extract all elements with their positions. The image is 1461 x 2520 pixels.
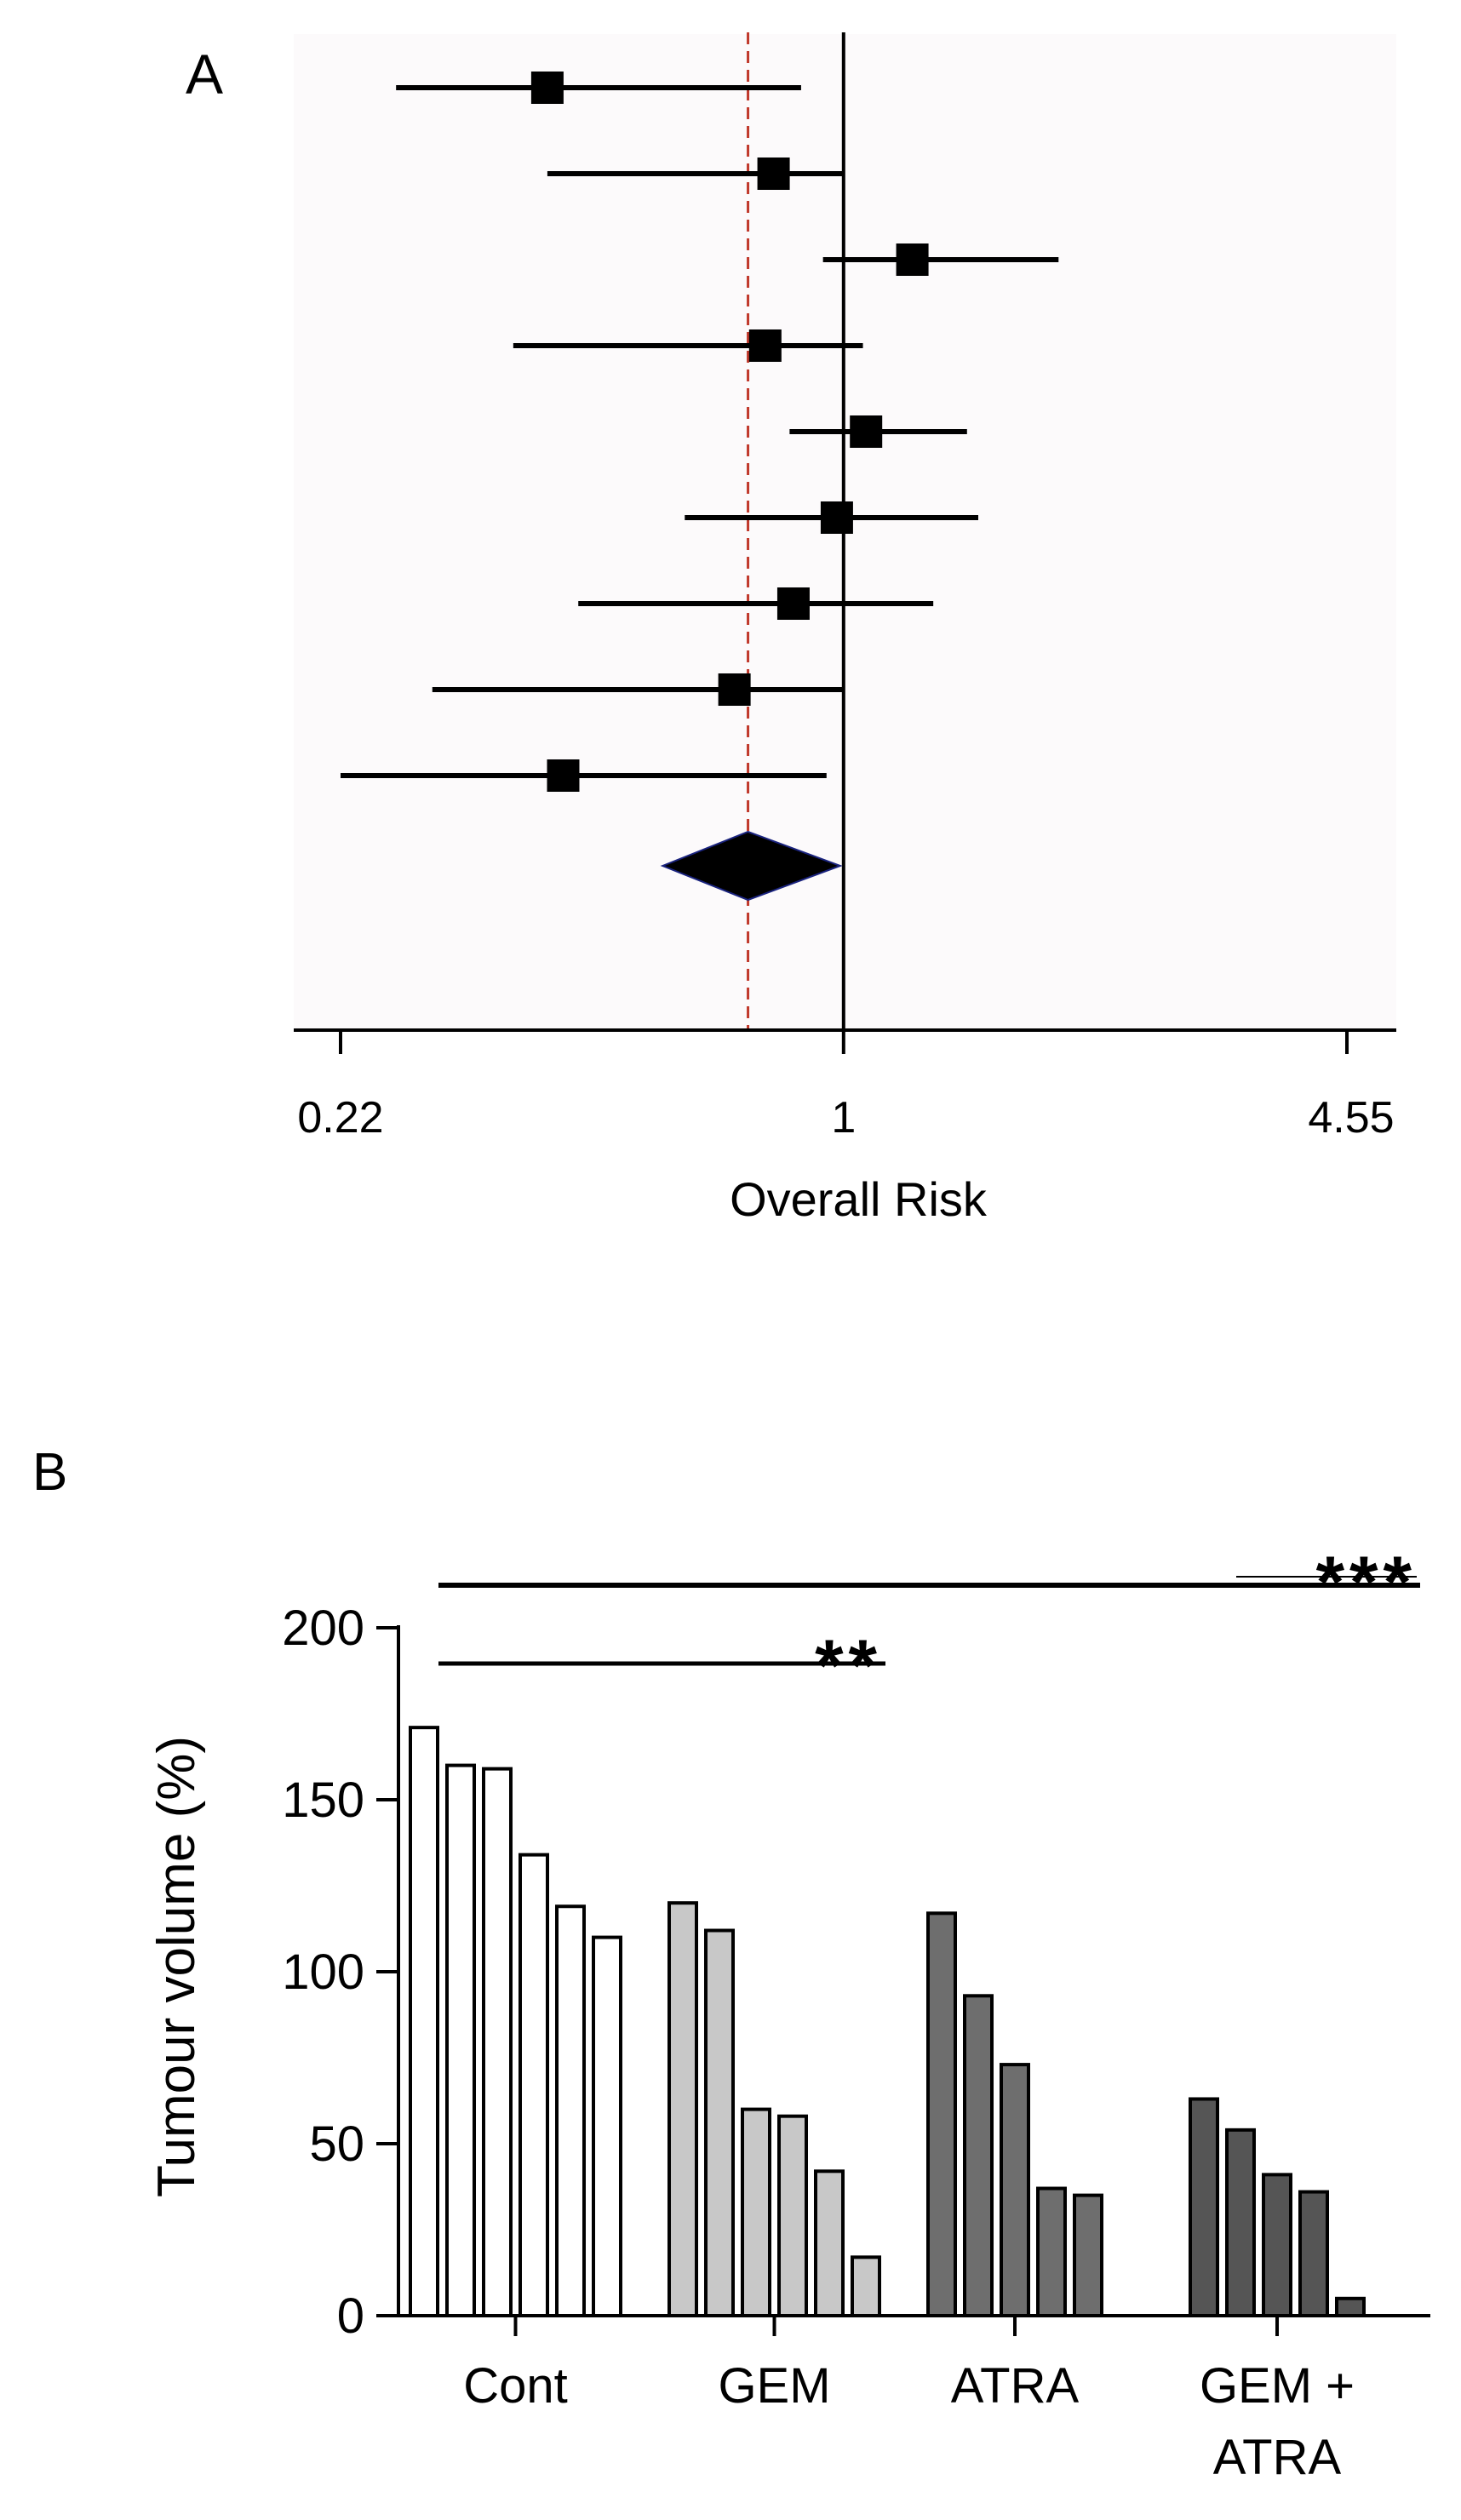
significance-label: ** xyxy=(815,1625,882,1707)
bar xyxy=(1000,2063,1030,2318)
y-tick-label: 200 xyxy=(282,1601,364,1656)
y-tick-label: 100 xyxy=(282,1944,364,2000)
forest-plot: A 0.22 1 4.55 Overall Risk xyxy=(186,32,1396,1226)
bar xyxy=(445,1763,476,2318)
study-estimate-marker xyxy=(850,415,883,448)
bar xyxy=(667,1901,698,2317)
category-label: GEM xyxy=(718,2358,830,2414)
bar xyxy=(1335,2296,1366,2318)
category-label: ATRA xyxy=(951,2358,1080,2414)
study-estimate-marker xyxy=(820,501,853,534)
bar xyxy=(1225,2128,1256,2318)
study-estimate-marker xyxy=(776,587,810,620)
bar xyxy=(1262,2173,1292,2318)
pooled-diamond xyxy=(660,830,843,902)
panel-label-a: A xyxy=(186,43,223,106)
bar xyxy=(1036,2186,1067,2318)
x-tick-label: 0.22 xyxy=(297,1093,383,1143)
study-estimate-marker xyxy=(718,673,751,706)
bar xyxy=(482,1767,513,2317)
x-tick-label: 4.55 xyxy=(1308,1093,1394,1143)
bar xyxy=(704,1928,735,2318)
bar xyxy=(555,1904,586,2317)
category-label: GEM + xyxy=(1200,2358,1355,2414)
study-estimate-marker xyxy=(530,72,564,104)
significance-label: *** xyxy=(1316,1542,1417,1624)
y-tick-label: 150 xyxy=(282,1773,364,1828)
bar xyxy=(741,2107,771,2318)
category-label: ATRA xyxy=(1213,2430,1342,2485)
y-tick-label: 50 xyxy=(309,2116,364,2172)
x-tick-label: 1 xyxy=(831,1093,856,1143)
bar xyxy=(592,1935,622,2318)
bar xyxy=(409,1726,439,2318)
y-tick-label: 0 xyxy=(337,2288,364,2344)
bar xyxy=(814,2169,845,2318)
study-estimate-marker xyxy=(748,329,782,362)
bar xyxy=(777,2114,808,2317)
bar xyxy=(1298,2190,1329,2318)
y-axis-label: Tumour volume (%) xyxy=(147,1736,206,2197)
panel-label-b: B xyxy=(32,1443,67,1502)
x-axis-label: Overall Risk xyxy=(730,1172,988,1226)
bar xyxy=(1189,2097,1219,2317)
study-estimate-marker xyxy=(757,158,790,190)
study-estimate-marker xyxy=(547,759,580,792)
bar xyxy=(926,1911,957,2318)
bar xyxy=(851,2255,881,2318)
bar xyxy=(963,1994,994,2318)
category-label: Cont xyxy=(463,2358,568,2414)
study-estimate-marker xyxy=(896,243,929,276)
bar xyxy=(1073,2193,1103,2318)
bar xyxy=(519,1853,549,2317)
